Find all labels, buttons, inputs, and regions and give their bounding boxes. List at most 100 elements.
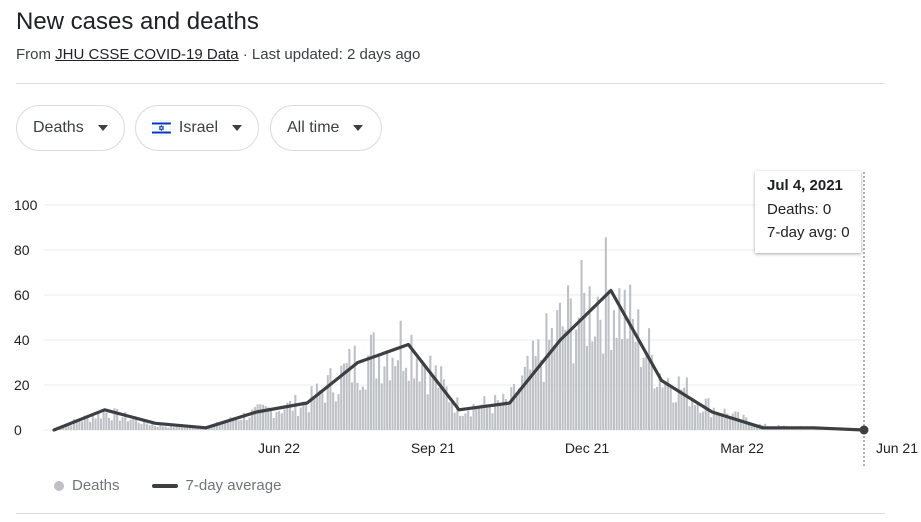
deaths-bar — [324, 402, 327, 430]
legend-deaths-label: Deaths — [72, 477, 120, 494]
y-tick-label: 60 — [14, 287, 30, 303]
metric-dropdown[interactable]: Deaths — [16, 105, 125, 151]
deaths-bar — [602, 353, 605, 430]
deaths-bar — [499, 403, 502, 430]
deaths-bar — [310, 386, 313, 430]
deaths-bar — [291, 410, 294, 430]
deaths-bar — [585, 345, 588, 430]
location-dropdown[interactable]: Israel — [135, 105, 259, 151]
deaths-bar — [688, 406, 691, 430]
avg-line — [52, 288, 866, 432]
deaths-bar — [361, 386, 364, 430]
deaths-bar — [151, 424, 154, 430]
deaths-bar — [372, 332, 375, 430]
deaths-bar — [580, 260, 583, 430]
header-divider — [16, 83, 885, 84]
deaths-bar — [672, 402, 675, 430]
deaths-bar — [553, 345, 556, 430]
x-tick-label: Sep 21 — [411, 440, 456, 456]
legend-avg-label: 7-day average — [185, 477, 282, 494]
deaths-bar — [594, 336, 597, 430]
deaths-bar — [194, 428, 197, 430]
source-prefix: From — [16, 46, 56, 63]
deaths-bar — [135, 418, 138, 430]
deaths-bar — [510, 387, 513, 430]
deaths-bar — [569, 298, 572, 430]
deaths-bar — [529, 369, 532, 430]
deaths-bar — [75, 420, 78, 430]
deaths-bar — [113, 408, 116, 430]
deaths-bar — [369, 334, 372, 430]
y-tick-label: 40 — [14, 332, 30, 348]
footer-divider — [16, 513, 885, 514]
deaths-bar — [623, 289, 626, 430]
deaths-bar — [91, 415, 94, 430]
deaths-bar — [172, 427, 175, 430]
y-axis: 0 20 40 60 80 100 — [14, 197, 38, 438]
deaths-bar — [191, 426, 194, 430]
deaths-bar — [432, 375, 435, 430]
chart-bars — [54, 237, 850, 430]
deaths-bar — [704, 398, 707, 430]
deaths-bar — [351, 382, 354, 430]
deaths-bar — [696, 401, 699, 430]
deaths-bar — [545, 313, 548, 430]
deaths-bar — [442, 379, 445, 430]
deaths-bar — [750, 424, 753, 430]
deaths-bar — [583, 292, 586, 430]
deaths-bar — [275, 411, 278, 430]
deaths-bar — [170, 424, 173, 430]
deaths-bar — [105, 412, 108, 430]
deaths-bar — [189, 426, 192, 430]
deaths-bar — [261, 404, 264, 430]
chart-grid — [44, 204, 864, 431]
range-dropdown[interactable]: All time — [270, 105, 382, 151]
deaths-bar — [337, 394, 340, 430]
tooltip-deaths: Deaths: 0 — [767, 201, 832, 218]
deaths-bar — [747, 421, 750, 430]
deaths-bar — [132, 418, 135, 430]
deaths-bar — [666, 378, 669, 430]
deaths-bar — [326, 375, 329, 430]
deaths-bar — [542, 381, 545, 430]
deaths-bar — [313, 398, 316, 430]
tooltip-avg: 7-day avg: 0 — [767, 224, 850, 241]
deaths-bar — [405, 367, 408, 430]
y-tick-label: 80 — [14, 242, 30, 258]
deaths-bar — [477, 408, 480, 430]
deaths-bar — [342, 363, 345, 430]
deaths-bar — [426, 394, 429, 430]
deaths-bar — [148, 425, 151, 430]
avg-legend-marker — [151, 483, 178, 488]
deaths-bar — [480, 404, 483, 430]
deaths-bar — [691, 397, 694, 430]
deaths-bar — [218, 424, 221, 430]
deaths-bar — [70, 425, 73, 430]
deaths-bar — [591, 341, 594, 430]
deaths-bar — [450, 402, 453, 430]
source-link[interactable]: JHU CSSE COVID-19 Data — [55, 46, 239, 63]
deaths-bar — [604, 237, 607, 430]
deaths-bar — [677, 376, 680, 430]
deaths-bar — [140, 424, 143, 430]
deaths-bar — [537, 339, 540, 430]
deaths-bar — [156, 426, 159, 430]
deaths-bar — [445, 386, 448, 430]
deaths-bar — [143, 418, 146, 430]
deaths-bar — [164, 426, 167, 430]
deaths-bar — [739, 419, 742, 430]
deaths-bar — [534, 355, 537, 430]
deaths-bar — [588, 286, 591, 430]
chart-legend: Deaths 7-day average — [54, 477, 281, 494]
deaths-bar — [718, 413, 721, 430]
deaths-bar — [567, 285, 570, 430]
deaths-bar — [383, 366, 386, 430]
last-updated-text: · Last updated: 2 days ago — [238, 46, 421, 63]
deaths-bar — [186, 427, 189, 430]
deaths-bar — [391, 357, 394, 430]
deaths-bar — [434, 365, 437, 430]
chevron-down-icon — [353, 125, 364, 131]
deaths-bar — [256, 404, 259, 430]
deaths-bar — [502, 393, 505, 430]
